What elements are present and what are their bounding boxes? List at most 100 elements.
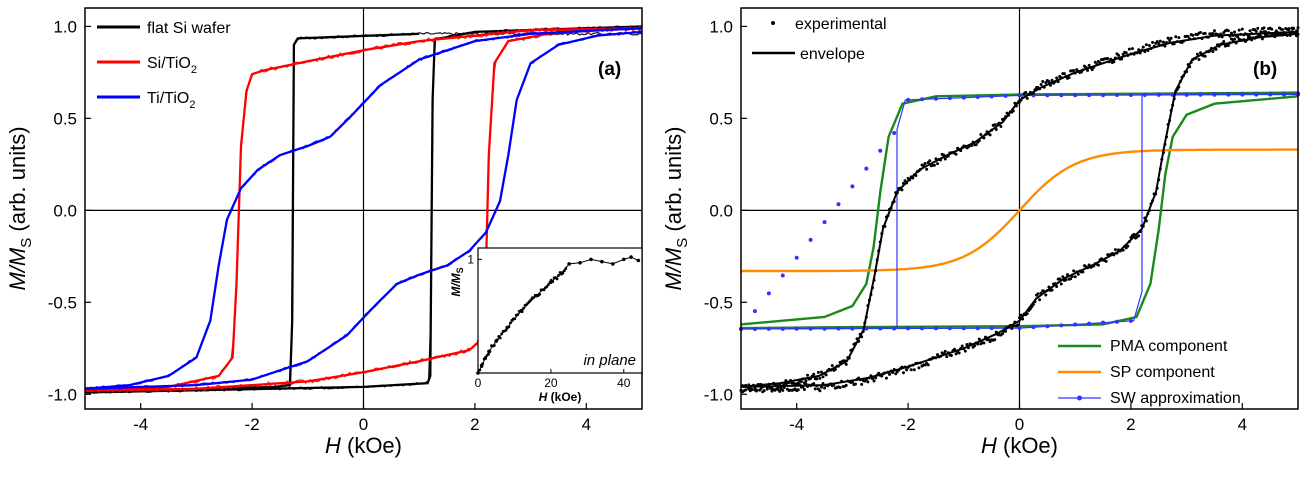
b-sw-point bbox=[878, 326, 883, 331]
a-y-tick-label: -1.0 bbox=[48, 385, 77, 404]
b-experimental-point bbox=[993, 338, 997, 342]
a-inset-point bbox=[557, 274, 560, 277]
b-y-tick-label: 0.5 bbox=[709, 109, 733, 128]
b-experimental-point bbox=[1086, 68, 1090, 72]
b-experimental-point bbox=[1236, 35, 1240, 39]
b-y-axis-label: M/MS (arb. units) bbox=[661, 126, 691, 290]
b-sw-point bbox=[947, 326, 952, 331]
b-experimental-point bbox=[960, 344, 964, 348]
b-experimental-point bbox=[1072, 68, 1076, 72]
b-experimental-point bbox=[1087, 63, 1091, 67]
b-experimental-point bbox=[818, 376, 822, 380]
b-experimental-point bbox=[1076, 272, 1080, 276]
b-experimental-point bbox=[742, 389, 746, 393]
b-experimental-point bbox=[1069, 277, 1073, 281]
b-experimental-point bbox=[802, 387, 806, 391]
b-experimental-point bbox=[982, 341, 986, 345]
b-experimental-point bbox=[1073, 275, 1077, 279]
b-sw-point bbox=[1128, 93, 1133, 98]
a-legend-label-0: flat Si wafer bbox=[147, 20, 231, 37]
b-y-tick-label: -0.5 bbox=[704, 293, 733, 312]
b-experimental-point bbox=[1199, 51, 1203, 55]
b-experimental-point bbox=[1126, 244, 1130, 248]
b-xlabel-unit: (kOe) bbox=[997, 433, 1058, 458]
b-experimental-point bbox=[974, 143, 978, 147]
b-experimental-point bbox=[1090, 68, 1094, 72]
b-legend-top: experimental envelope bbox=[752, 16, 887, 63]
b-experimental-point bbox=[1199, 31, 1203, 35]
b-sw-point bbox=[1073, 322, 1078, 327]
b-sw-point bbox=[752, 326, 757, 331]
b-experimental-point bbox=[943, 349, 947, 353]
b-sw-point bbox=[1240, 91, 1245, 96]
b-sw-point bbox=[1045, 324, 1050, 329]
a-inset-xlabel-unit: (kOe) bbox=[547, 390, 581, 404]
b-sw-point bbox=[1268, 91, 1273, 96]
b-sw-ascending bbox=[740, 92, 1299, 330]
a-inset-point bbox=[488, 350, 492, 353]
b-sw-point bbox=[1184, 92, 1189, 97]
b-experimental-point bbox=[816, 370, 820, 374]
a-series-2-descending-noise bbox=[84, 26, 643, 391]
b-experimental-point bbox=[866, 380, 870, 384]
b-experimental-point bbox=[1117, 53, 1121, 57]
a-inset-point bbox=[520, 310, 524, 314]
b-legend-swatch-marker bbox=[1077, 395, 1082, 401]
a-ylabel-main: M/M bbox=[5, 247, 30, 290]
b-experimental-point bbox=[1044, 81, 1048, 85]
a-inset-ylabel-sub: S bbox=[455, 267, 465, 273]
b-experimental-point bbox=[1055, 76, 1059, 80]
b-experimental-point bbox=[909, 368, 913, 372]
b-experimental-point bbox=[928, 159, 932, 163]
b-experimental-point bbox=[988, 133, 992, 137]
b-experimental-point bbox=[1203, 54, 1207, 58]
a-inset-point bbox=[516, 313, 520, 316]
b-experimental-point bbox=[1025, 96, 1029, 100]
b-experimental-point bbox=[1050, 288, 1054, 292]
b-sw-point bbox=[850, 326, 855, 331]
b-sw-point bbox=[1073, 93, 1078, 98]
b-experimental-point bbox=[979, 132, 983, 136]
a-legend-label-sub-2: 2 bbox=[189, 99, 195, 111]
b-experimental-point bbox=[1141, 45, 1145, 49]
b-legend-label-1: SP component bbox=[1110, 364, 1215, 381]
a-inset-point bbox=[498, 336, 502, 340]
a-inset-point bbox=[589, 257, 593, 262]
a-xlabel-main: H bbox=[325, 433, 341, 458]
a-inset-x-tick-label: 0 bbox=[475, 376, 482, 390]
b-experimental-point bbox=[1137, 234, 1141, 238]
b-experimental-point bbox=[1226, 29, 1230, 33]
b-experimental-point bbox=[781, 388, 785, 392]
b-experimental-point bbox=[812, 372, 816, 376]
b-experimental-point bbox=[824, 373, 828, 377]
b-experimental-point bbox=[844, 362, 848, 366]
b-sw-point bbox=[1101, 320, 1106, 325]
a-inset-x-label: H (kOe) bbox=[539, 390, 582, 404]
b-experimental-point bbox=[1137, 48, 1141, 52]
a-inset-point bbox=[522, 306, 525, 310]
b-experimental-point bbox=[1158, 39, 1162, 43]
b-experimental-point bbox=[912, 368, 916, 372]
b-sw-point bbox=[850, 184, 855, 189]
b-experimental-point bbox=[925, 167, 929, 171]
b-sw-point bbox=[752, 309, 757, 314]
b-y-tick-label: -1.0 bbox=[704, 385, 733, 404]
b-sw-point bbox=[1017, 326, 1022, 331]
b-experimental-point bbox=[1222, 40, 1226, 44]
b-experimental-point bbox=[1000, 332, 1004, 336]
b-sw-point bbox=[794, 326, 799, 331]
b-experimental-point bbox=[1064, 278, 1068, 282]
b-sw-point bbox=[836, 326, 841, 331]
a-inset-point bbox=[636, 258, 641, 263]
a-series-2-ascending-noise bbox=[84, 29, 643, 391]
b-experimental-point bbox=[1059, 282, 1063, 286]
b-experimental-point bbox=[1061, 275, 1065, 279]
b-experimental-point bbox=[993, 123, 997, 127]
b-sw-point bbox=[822, 220, 827, 225]
b-experimental-point bbox=[1166, 36, 1170, 40]
a-inset-point bbox=[532, 296, 536, 299]
b-x-tick-label: 2 bbox=[1126, 415, 1135, 434]
a-series-1-descending-noise bbox=[84, 25, 643, 393]
b-experimental-point bbox=[1112, 60, 1116, 64]
